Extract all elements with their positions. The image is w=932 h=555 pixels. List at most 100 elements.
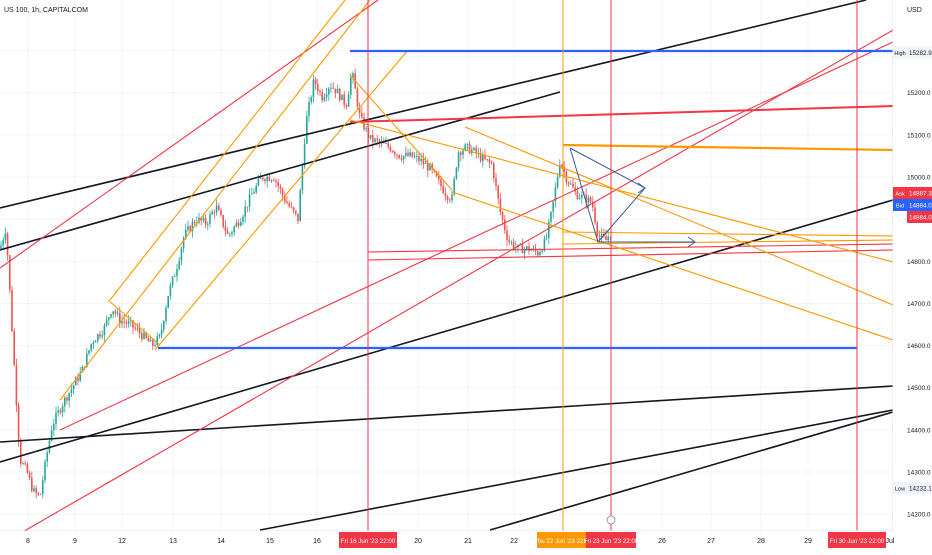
candle-body <box>435 171 438 177</box>
candle-body <box>158 334 161 337</box>
candle-body <box>308 102 310 117</box>
candle-body <box>134 327 136 329</box>
candle-body <box>488 159 491 163</box>
candle-body <box>176 268 178 277</box>
arrow-head <box>687 236 696 248</box>
candle-body <box>90 343 92 351</box>
candle-body <box>310 97 312 103</box>
date-marker-label-bg <box>828 532 886 548</box>
candle-body <box>545 237 548 239</box>
time-axis-ticks[interactable]: 8912131415162021222627282930Jul <box>26 538 895 545</box>
candle-body <box>468 143 471 154</box>
red-level-line <box>349 105 894 123</box>
candle-body <box>576 191 579 199</box>
candle-body <box>299 190 301 222</box>
candle-body <box>499 198 502 213</box>
candle-body <box>319 91 321 92</box>
orange-channel-line <box>107 299 161 346</box>
low-badge-label-bg <box>893 482 907 494</box>
ask-badge-label-bg <box>893 187 907 199</box>
high-badge-label-bg <box>893 46 907 59</box>
candle-body <box>200 217 202 221</box>
orange-level-line <box>562 143 894 152</box>
candle-body <box>50 430 53 441</box>
candle-body <box>508 240 510 243</box>
candle-body <box>490 162 493 164</box>
candle-body <box>446 196 449 200</box>
candle-body <box>257 178 260 186</box>
candle-body <box>266 176 268 182</box>
candle-body <box>541 250 543 252</box>
candle-body <box>264 179 266 182</box>
candle-body <box>605 236 607 241</box>
red-trendline <box>0 29 894 546</box>
candle-body <box>59 410 62 413</box>
candle-body <box>506 230 508 241</box>
high-badge-label: High <box>894 51 905 57</box>
date-marker-label: Thu 22 Jun '23 22:00 <box>534 538 593 545</box>
candle-body <box>587 197 590 203</box>
candle-body <box>99 334 101 337</box>
candle-body <box>420 158 422 162</box>
red-trendline <box>59 41 894 431</box>
candle-body <box>365 128 367 130</box>
candle-body <box>15 365 18 406</box>
candle-body <box>279 186 282 189</box>
candle-body <box>328 88 330 95</box>
candle-body <box>464 144 466 151</box>
candle-body <box>592 201 594 208</box>
candle-body <box>530 250 532 252</box>
candle-body <box>281 188 284 196</box>
candle-body <box>554 187 557 202</box>
candle-body <box>306 116 308 144</box>
candle-body <box>537 251 539 256</box>
orange-channel-line <box>349 74 453 191</box>
candle-body <box>66 397 68 401</box>
candle-body <box>28 472 31 478</box>
candle-body <box>275 180 277 183</box>
date-marker-label-bg <box>537 532 589 548</box>
low-badge-label: Low <box>895 487 905 493</box>
candle-body <box>453 178 455 195</box>
candle-body <box>486 159 488 160</box>
candle-body <box>215 205 218 213</box>
candle-body <box>207 223 209 225</box>
candle-body <box>438 176 440 180</box>
bid-badge-value-bg <box>907 199 932 211</box>
black-trendline <box>0 0 867 209</box>
candle-body <box>398 154 400 159</box>
candle-body <box>220 210 222 216</box>
candle-body <box>251 193 253 195</box>
currency-label: USD <box>907 7 922 14</box>
candle-body <box>589 197 592 202</box>
candle-body <box>378 140 381 143</box>
candle-body <box>550 211 552 222</box>
candle-body <box>598 235 601 237</box>
candle-body <box>484 155 486 160</box>
candle-body <box>13 331 15 366</box>
event-icon <box>606 515 616 525</box>
bid-badge-label: Bid <box>896 204 904 210</box>
orange-channel-line <box>109 0 346 301</box>
candle-body <box>358 106 361 114</box>
candle-body <box>112 311 114 315</box>
candle-body <box>552 201 554 212</box>
candle-body <box>284 195 286 202</box>
black-trendline <box>489 411 894 531</box>
candle-body <box>4 233 7 240</box>
candles <box>0 68 612 499</box>
candle-body <box>526 246 528 249</box>
candle-body <box>68 392 70 401</box>
candle-body <box>22 463 24 464</box>
symbol-title[interactable]: US 100, 1h, CAPITALCOM <box>4 7 88 14</box>
date-marker-lines <box>367 0 858 531</box>
candle-body <box>572 183 574 188</box>
candle-body <box>345 105 348 107</box>
candle-body <box>497 185 499 199</box>
grid-lines <box>0 0 893 531</box>
candle-body <box>596 222 598 236</box>
candle-body <box>334 88 337 94</box>
candle-body <box>323 96 326 101</box>
